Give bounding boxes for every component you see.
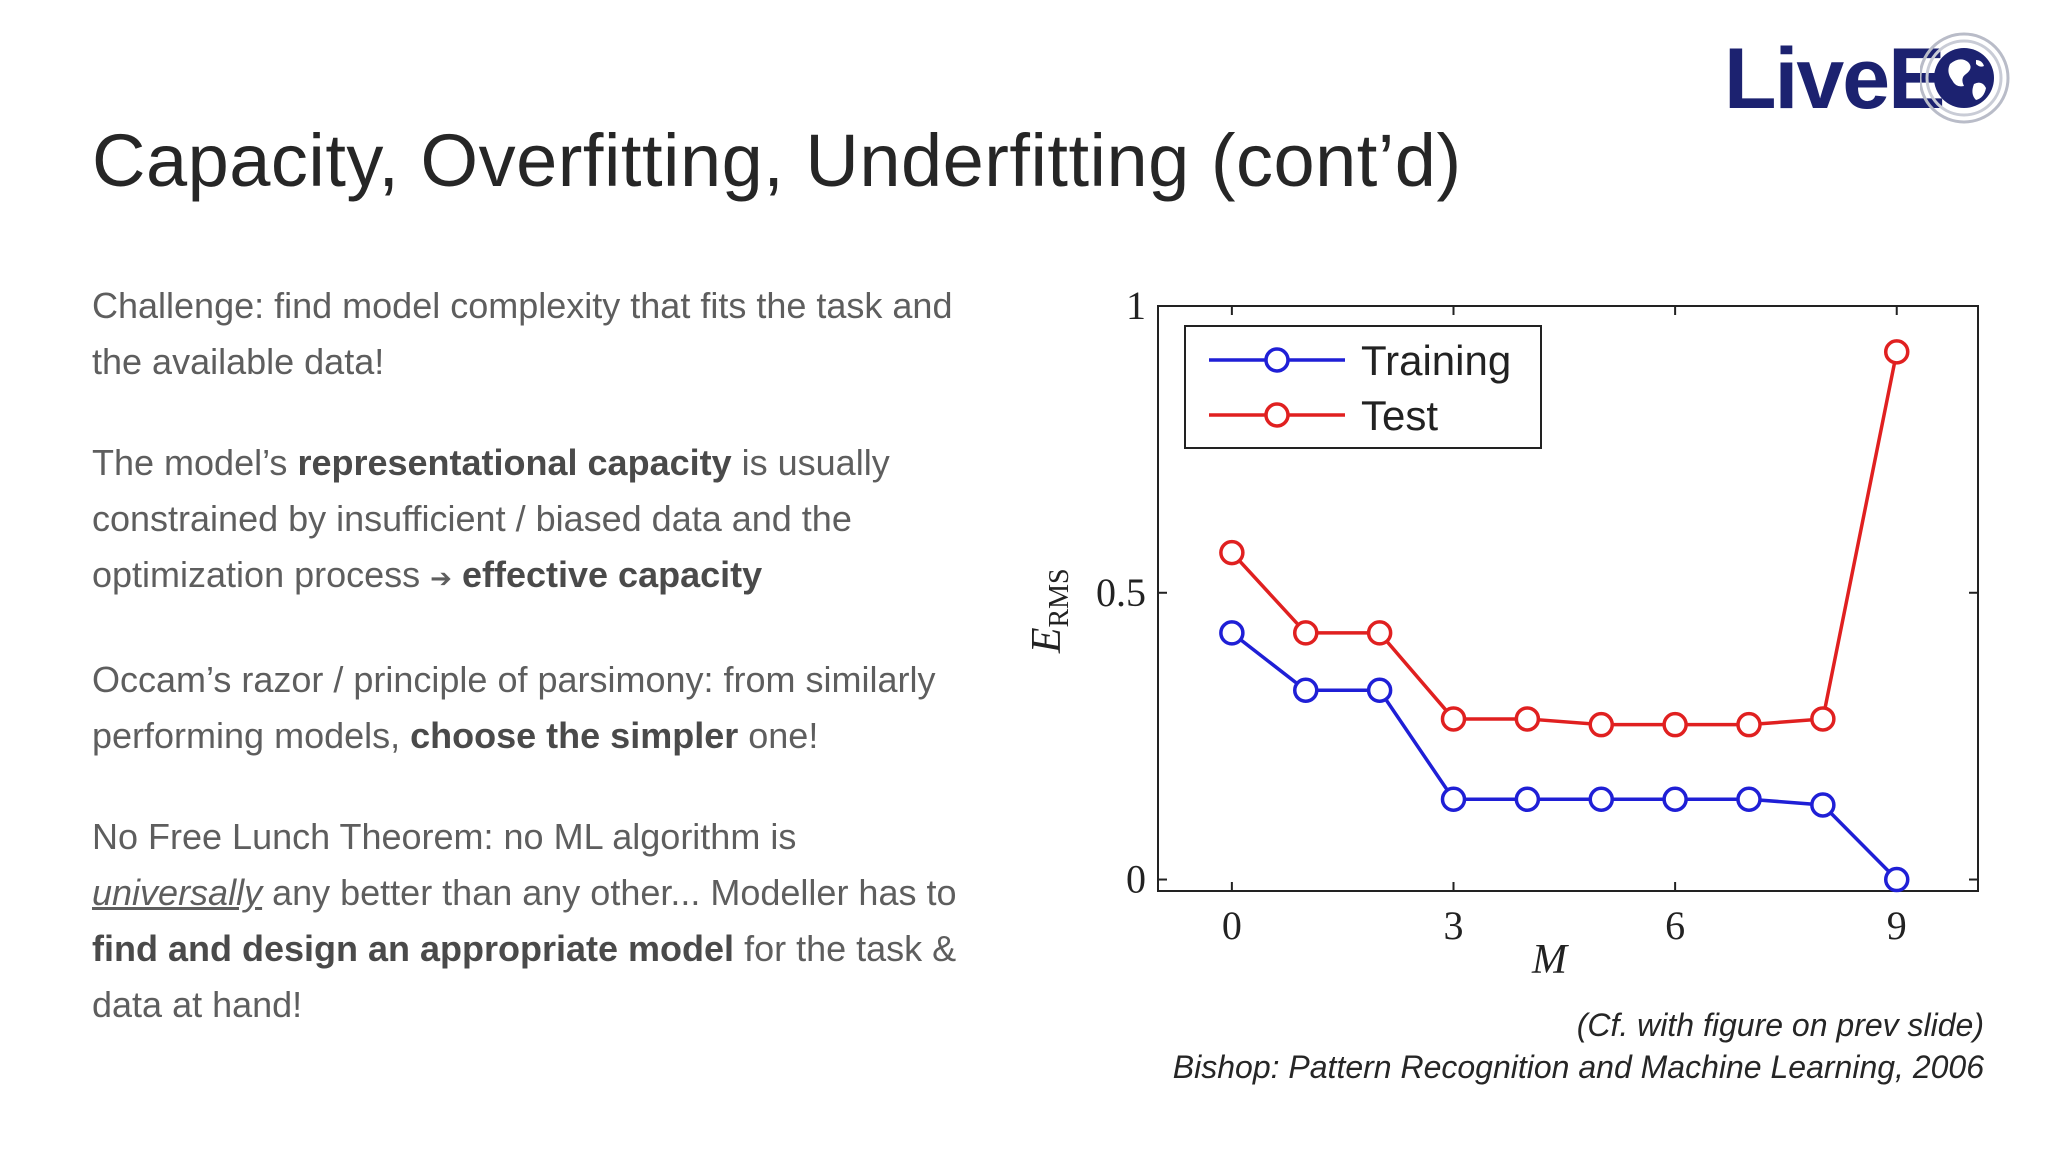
liveeo-logo: LiveE (1724, 24, 2014, 134)
data-point-training (1440, 786, 1467, 812)
data-point-training (1514, 786, 1541, 812)
bold-choose-simpler: choose the simpler (410, 715, 739, 756)
data-point-training (1662, 786, 1688, 812)
data-point-test (1883, 339, 1910, 365)
underlined-universally: universally (92, 872, 263, 913)
body-text: Challenge: find model complexity that fi… (92, 278, 972, 1078)
data-point-test (1736, 711, 1762, 738)
plot-frame (1157, 305, 1979, 892)
y-axis-label-subscript: RMS (1044, 568, 1075, 627)
y-tick-label: 0 (1126, 857, 1146, 902)
paragraph-challenge: Challenge: find model complexity that fi… (92, 285, 953, 382)
data-point-test (1219, 539, 1245, 566)
bold-representational-capacity: representational capacity (297, 442, 732, 483)
text-span: any better than any other... Modeller ha… (262, 872, 957, 913)
caption-line-1: (Cf. with figure on prev slide) (1576, 1007, 1984, 1043)
y-tick-label: 0.5 (1096, 570, 1146, 615)
x-tick-label: 6 (1665, 903, 1685, 948)
y-tick-label: 1 (1126, 283, 1146, 328)
x-axis-label: M (1531, 937, 1569, 983)
paragraph-occam: Occam’s razor / principle of parsimony: … (92, 652, 972, 764)
bold-find-design-model: find and design an appropriate model (92, 928, 735, 969)
erms-chart: 0 3 6 9 0 0.5 1 M ERMS Training Test (1024, 283, 1979, 983)
caption-line-2: Bishop: Pattern Recognition and Machine … (1172, 1049, 1984, 1085)
series-line-test (1230, 351, 1899, 727)
data-point-test (1514, 706, 1541, 732)
text-span: one! (738, 715, 819, 756)
legend-marker (1264, 402, 1290, 428)
text-span: No Free Lunch Theorem: no ML algorithm i… (92, 816, 797, 857)
bold-effective-capacity: effective capacity (461, 554, 763, 595)
data-point-training (1883, 866, 1910, 893)
data-point-test (1366, 620, 1393, 646)
paragraph-capacity: The model’s representational capacity is… (92, 435, 972, 607)
legend-label: Test (1361, 392, 1438, 439)
data-point-training (1810, 792, 1836, 818)
series-line-training (1230, 631, 1898, 881)
data-point-test (1292, 620, 1319, 646)
legend-box (1184, 325, 1542, 449)
y-axis-label: ERMS (1024, 568, 1075, 654)
text-span: Occam’s razor / principle of parsimony: … (92, 659, 936, 756)
paragraph-no-free-lunch: No Free Lunch Theorem: no ML algorithm i… (92, 809, 972, 1033)
text-span: is usually constrained by insufficient /… (92, 442, 890, 595)
legend-label: Training (1361, 337, 1511, 384)
data-point-test (1810, 706, 1836, 732)
slide-title: Capacity, Overfitting, Underfitting (con… (92, 119, 1462, 202)
legend-marker (1264, 347, 1290, 373)
data-point-training (1219, 620, 1245, 646)
text-span: for the task & data at hand! (92, 928, 957, 1025)
figure-caption: (Cf. with figure on prev slide) Bishop: … (1173, 1004, 1984, 1088)
x-tick-label: 0 (1222, 903, 1242, 948)
data-point-test (1588, 711, 1614, 738)
x-tick-label: 3 (1443, 903, 1463, 948)
data-point-training (1366, 677, 1393, 704)
data-point-training (1292, 677, 1319, 704)
data-point-training (1736, 786, 1762, 812)
data-point-training (1588, 786, 1614, 812)
arrow-icon: ➔ (430, 564, 452, 594)
data-point-test (1662, 711, 1688, 738)
data-point-test (1440, 706, 1467, 732)
x-tick-label: 9 (1887, 903, 1907, 948)
logo-text: LiveE (1724, 31, 1945, 127)
text-span: The model’s (92, 442, 298, 483)
globe-icon (1920, 32, 2010, 124)
